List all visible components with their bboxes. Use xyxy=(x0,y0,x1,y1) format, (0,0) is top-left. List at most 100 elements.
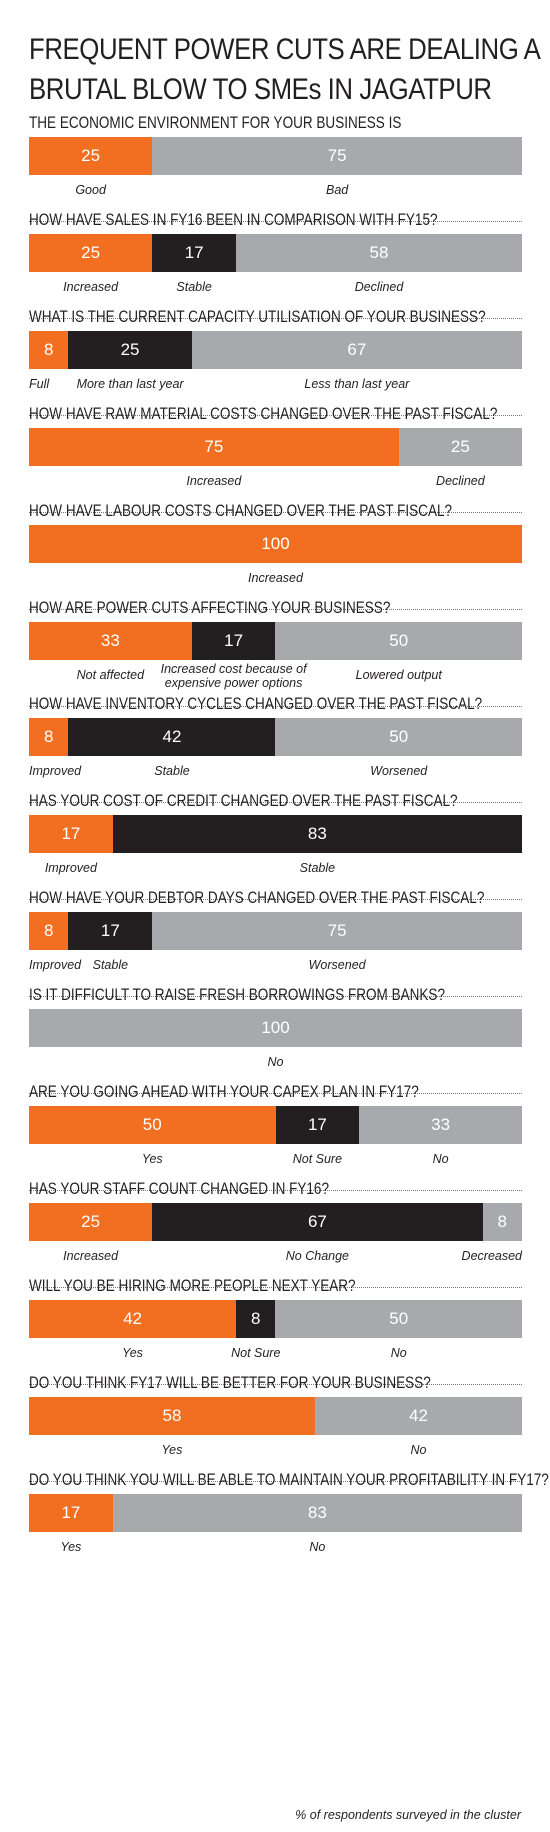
stacked-bar: 25 17 58 xyxy=(29,233,522,272)
segment-label: Worsened xyxy=(308,958,366,973)
question-title: HOW HAVE SALES IN FY16 BEEN IN COMPARISO… xyxy=(29,210,438,229)
question-block: DO YOU THINK YOU WILL BE ABLE TO MAINTAI… xyxy=(29,1470,549,1583)
segment-label: Worsened xyxy=(370,764,428,779)
bar-segment-gray: 50 xyxy=(275,621,522,660)
question-block: HOW HAVE RAW MATERIAL COSTS CHANGED OVER… xyxy=(29,404,522,517)
bar-segment-orange: 17 xyxy=(29,1493,113,1532)
segment-label: Lowered output xyxy=(355,667,442,682)
section-divider xyxy=(29,705,522,707)
stacked-bar: 8 25 67 xyxy=(29,330,522,369)
bar-segment-gray: 75 xyxy=(152,137,522,175)
section-divider xyxy=(29,996,522,998)
segment-label: Not Sure xyxy=(231,1345,281,1360)
bar-segment-black: 17 xyxy=(275,1106,360,1144)
question-title: ARE YOU GOING AHEAD WITH YOUR CAPEX PLAN… xyxy=(29,1083,419,1101)
bar-segment-orange: 33 xyxy=(29,621,192,660)
bar-segment-orange: 8 xyxy=(29,330,69,369)
segment-label: No xyxy=(390,1345,407,1360)
stacked-bar: 58 42 xyxy=(29,1396,522,1435)
bar-segment-black: 17 xyxy=(191,621,276,660)
bar-segment-gray: 100 xyxy=(29,1009,522,1048)
segment-label: Increased cost because of expensive power… xyxy=(160,661,307,690)
bar-segment-black: 17 xyxy=(152,233,237,272)
page-title: FREQUENT POWER CUTS ARE DEALING A BRUTAL… xyxy=(29,30,541,110)
section-divider xyxy=(29,221,522,222)
stacked-bar: 17 83 xyxy=(29,815,522,854)
bar-segment-orange: 75 xyxy=(29,427,399,466)
segment-label: Not Sure xyxy=(292,1152,343,1166)
section-divider xyxy=(29,1286,522,1288)
bar-segment-orange: 25 xyxy=(29,1202,153,1241)
segment-label: Bad xyxy=(326,183,349,197)
bar-segment-gray: 50 xyxy=(275,718,522,757)
segment-label: No xyxy=(410,1442,427,1457)
question-title: HOW HAVE INVENTORY CYCLES CHANGED OVER T… xyxy=(29,695,483,714)
question-title: DO YOU THINK FY17 WILL BE BETTER FOR YOU… xyxy=(29,1373,431,1392)
bar-segment-gray: 33 xyxy=(359,1106,522,1144)
bar-segment-orange: 8 xyxy=(29,718,69,757)
bar-segment-gray: 83 xyxy=(112,1493,522,1532)
question-block: WILL YOU BE HIRING MORE PEOPLE NEXT YEAR… xyxy=(29,1276,522,1389)
segment-label: Stable xyxy=(154,764,190,779)
stacked-bar: 50 17 33 xyxy=(29,1106,522,1144)
stacked-bar: 75 25 xyxy=(29,427,522,466)
segment-label: Full xyxy=(29,376,50,391)
question-title: HOW HAVE RAW MATERIAL COSTS CHANGED OVER… xyxy=(29,404,498,423)
bar-segment-orange: 42 xyxy=(29,1299,237,1338)
question-block: HOW HAVE INVENTORY CYCLES CHANGED OVER T… xyxy=(29,694,522,807)
stacked-bar: 8 42 50 xyxy=(29,718,522,757)
section-divider xyxy=(29,414,522,416)
bar-segment-orange: 8 xyxy=(29,912,69,951)
question-title: HAS YOUR STAFF COUNT CHANGED IN FY16? xyxy=(29,1179,329,1198)
stacked-bar: 42 8 50 xyxy=(29,1299,522,1338)
stacked-bar: 100 xyxy=(29,1009,522,1048)
question-title: HOW HAVE YOUR DEBTOR DAYS CHANGED OVER T… xyxy=(29,889,485,908)
question-block: HOW HAVE SALES IN FY16 BEEN IN COMPARISO… xyxy=(29,210,522,323)
bar-segment-gray: 25 xyxy=(398,427,522,466)
section-divider xyxy=(29,608,522,610)
question-title: IS IT DIFFICULT TO RAISE FRESH BORROWING… xyxy=(29,986,445,1005)
question-block: HAS YOUR STAFF COUNT CHANGED IN FY16? 25 6… xyxy=(29,1179,522,1292)
bar-segment-orange: 100 xyxy=(29,524,522,563)
question-title: WILL YOU BE HIRING MORE PEOPLE NEXT YEAR… xyxy=(29,1276,356,1295)
stacked-bar: 17 83 xyxy=(29,1493,522,1532)
section-divider xyxy=(29,1383,522,1385)
segment-label: Yes xyxy=(122,1345,143,1360)
segment-label: Declined xyxy=(354,279,404,294)
section-divider xyxy=(29,899,522,901)
segment-label: Good xyxy=(75,183,106,197)
bar-segment-gray: 8 xyxy=(482,1202,522,1241)
question-block: WHAT IS THE CURRENT CAPACITY UTILISATION… xyxy=(29,307,522,420)
section-divider xyxy=(29,1480,522,1482)
segment-label: Increased xyxy=(248,570,303,585)
segment-label: Improved xyxy=(29,764,82,779)
question-title: WHAT IS THE CURRENT CAPACITY UTILISATION… xyxy=(29,307,486,326)
question-block: IS IT DIFFICULT TO RAISE FRESH BORROWING… xyxy=(29,985,522,1098)
segment-label: Declined xyxy=(436,473,485,488)
question-title: HAS YOUR COST OF CREDIT CHANGED OVER THE… xyxy=(29,792,458,811)
question-block: HOW HAVE LABOUR COSTS CHANGED OVER THE P… xyxy=(29,501,522,614)
bar-segment-gray: 58 xyxy=(236,233,522,272)
question-title: THE ECONOMIC ENVIRONMENT FOR YOUR BUSINE… xyxy=(29,114,402,132)
segment-label: Improved xyxy=(29,958,82,973)
bar-segment-black: 17 xyxy=(68,912,153,951)
stacked-bar: 25 67 8 xyxy=(29,1202,522,1241)
question-block: THE ECONOMIC ENVIRONMENT FOR YOUR BUSINE… xyxy=(29,113,522,226)
bar-segment-orange: 17 xyxy=(29,815,113,854)
segment-label: Yes xyxy=(60,1539,82,1554)
stacked-bar: 8 17 75 xyxy=(29,912,522,951)
bar-segment-gray: 50 xyxy=(275,1299,522,1338)
stacked-bar: 33 17 50 xyxy=(29,621,522,660)
segment-label: Improved xyxy=(44,861,97,876)
bar-segment-orange: 58 xyxy=(29,1396,315,1435)
bar-segment-black: 25 xyxy=(68,330,192,369)
section-divider xyxy=(29,511,522,513)
segment-label: Stable xyxy=(92,958,129,973)
segment-label: Stable xyxy=(176,279,212,294)
title-line-2: BRUTAL BLOW TO SMEs IN JAGATPUR xyxy=(29,73,492,106)
bar-segment-black: 83 xyxy=(112,815,522,854)
section-divider xyxy=(29,1093,522,1095)
section-divider xyxy=(29,802,522,804)
segment-label: Yes xyxy=(141,1152,163,1166)
